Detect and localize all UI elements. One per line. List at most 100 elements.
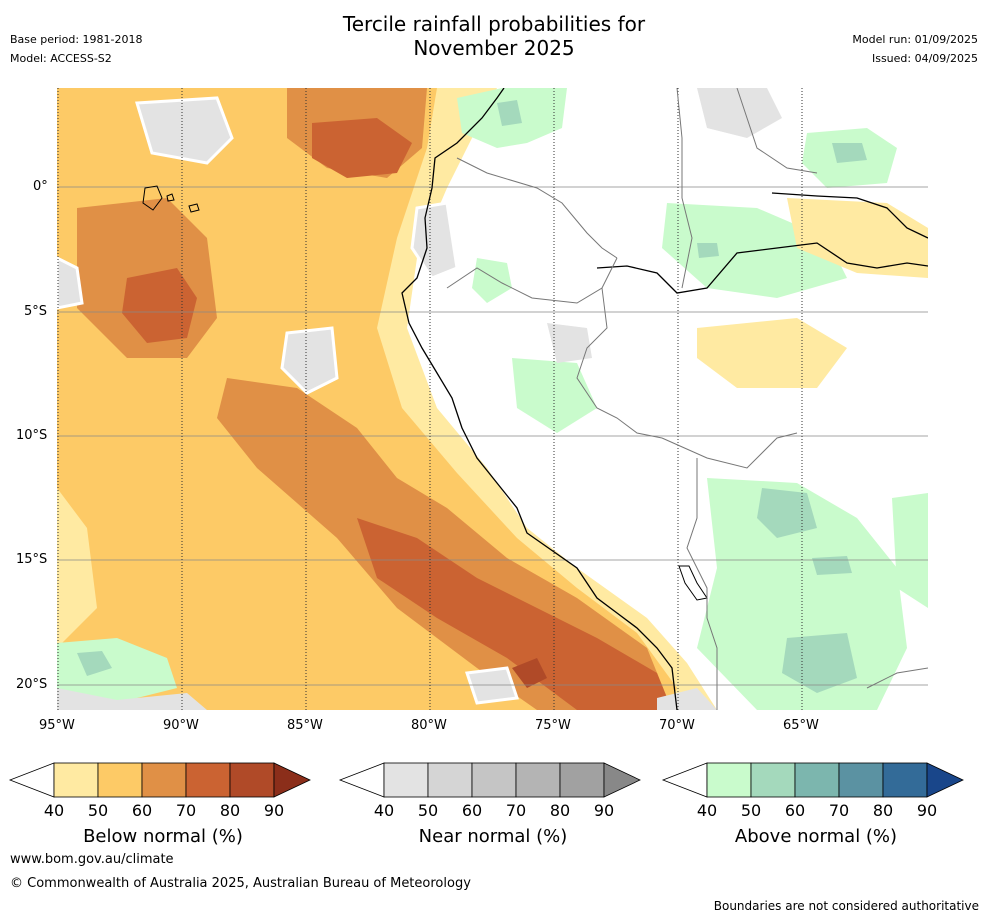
colorbar-segment <box>229 762 275 798</box>
colorbar-tick-label: 50 <box>417 801 439 820</box>
below-normal-80-region-coast <box>357 518 672 710</box>
below-normal-60-region <box>57 88 677 710</box>
colorbar-tick-label: 40 <box>696 801 718 820</box>
legend-near-label: Near normal (%) <box>418 826 568 847</box>
colorbar-extend-low <box>338 762 385 798</box>
galapagos-islands <box>142 185 200 213</box>
colorbar-below-normal <box>8 762 311 798</box>
colorbar-above-normal <box>661 762 964 798</box>
above-normal-southwest-60 <box>77 651 112 676</box>
legend-below-label: Below normal (%) <box>83 826 243 847</box>
near-normal-north-land <box>697 88 782 138</box>
above-normal-southeast-60b <box>782 633 857 693</box>
title-line-1: Tercile rainfall probabilities for <box>342 12 646 36</box>
colorbar-tick-label: 80 <box>549 801 571 820</box>
colorbar-segment <box>185 762 231 798</box>
footer-disclaimer: Boundaries are not considered authoritat… <box>713 899 979 913</box>
footer-copyright: © Commonwealth of Australia 2025, Austra… <box>10 876 471 891</box>
colorbar-segment <box>383 762 429 798</box>
probability-map <box>57 88 928 710</box>
lon-label-70w: 70°W <box>659 718 695 733</box>
footer-url: www.bom.gov.au/climate <box>10 852 174 867</box>
colorbar-below-ticks: 40 50 60 70 80 90 <box>0 801 988 821</box>
above-normal-central-60 <box>697 243 719 258</box>
near-normal-peru <box>547 323 592 363</box>
colorbar-segment <box>141 762 187 798</box>
lon-label-75w: 75°W <box>535 718 571 733</box>
colorbar-segment <box>882 762 928 798</box>
colorbar-segment <box>706 762 752 798</box>
colorbars <box>8 762 964 798</box>
colorbar-segment <box>427 762 473 798</box>
colorbar-extend-low <box>661 762 708 798</box>
near-normal-patch-2 <box>280 326 339 395</box>
below-normal-90-spot <box>512 658 547 688</box>
lon-label-85w: 85°W <box>287 718 323 733</box>
above-normal-east-edge <box>892 493 928 608</box>
amazon-river <box>596 242 928 294</box>
colorbar-tick-label: 90 <box>916 801 938 820</box>
colorbar-near-ticks: 40 50 60 70 80 90 <box>0 801 988 821</box>
gridlines <box>57 186 928 686</box>
model-name: Model: ACCESS-S2 <box>10 52 112 65</box>
colorbar-tick-label: 80 <box>872 801 894 820</box>
map-title: Tercile rainfall probabilities for Novem… <box>0 12 988 60</box>
colorbar-extend-high <box>926 762 964 798</box>
lon-label-95w: 95°W <box>39 718 75 733</box>
colorbar-tick-label: 40 <box>373 801 395 820</box>
coastline <box>401 88 678 710</box>
lat-label-0: 0° <box>33 179 48 194</box>
colorbar-segment <box>794 762 840 798</box>
colorbar-above-ticks: 40 50 60 70 80 90 <box>0 801 988 821</box>
colorbar-extend-low <box>8 762 55 798</box>
near-normal-patch-1 <box>135 96 234 165</box>
colorbar-tick-label: 60 <box>461 801 483 820</box>
lon-label-65w: 65°W <box>783 718 819 733</box>
country-borders <box>446 88 928 710</box>
model-run: Model run: 01/09/2025 <box>852 33 978 46</box>
colorbar-segment <box>515 762 561 798</box>
legend-above-label: Above normal (%) <box>734 826 898 847</box>
lon-label-90w: 90°W <box>163 718 199 733</box>
colorbar-segment <box>471 762 517 798</box>
issued-date: Issued: 04/09/2025 <box>871 52 978 65</box>
northern-river <box>771 192 928 239</box>
below-normal-east-2 <box>697 318 847 388</box>
colorbar-segment <box>559 762 605 798</box>
colorbar-tick-label: 40 <box>43 801 65 820</box>
below-normal-east <box>787 198 928 278</box>
colorbar-tick-label: 70 <box>828 801 850 820</box>
near-normal-south <box>57 688 207 710</box>
colorbar-tick-label: 90 <box>263 801 285 820</box>
colorbar-extend-high <box>273 762 311 798</box>
above-normal-southeast-60c <box>812 556 852 575</box>
near-normal-patch-5 <box>464 666 520 705</box>
colorbar-tick-label: 90 <box>593 801 615 820</box>
above-normal-northeast-60 <box>832 143 867 163</box>
colorbar-tick-label: 60 <box>784 801 806 820</box>
colorbar-segment <box>750 762 796 798</box>
title-line-2: November 2025 <box>413 36 575 60</box>
colorbar-tick-label: 60 <box>131 801 153 820</box>
colorbar-segment <box>53 762 99 798</box>
colorbar-tick-label: 50 <box>87 801 109 820</box>
lat-label-20s: 20°S <box>16 677 48 692</box>
lat-label-10s: 10°S <box>16 428 48 443</box>
lat-label-15s: 15°S <box>16 552 48 567</box>
colorbar-segment <box>838 762 884 798</box>
above-normal-north-coast-60 <box>497 100 522 126</box>
above-normal-ecuador <box>472 258 512 303</box>
above-normal-southeast <box>697 478 907 710</box>
above-normal-southeast-60a <box>757 488 817 538</box>
near-normal-patch-3 <box>57 256 84 310</box>
colorbar-tick-label: 50 <box>740 801 762 820</box>
colorbar-tick-label: 80 <box>219 801 241 820</box>
base-period: Base period: 1981-2018 <box>10 33 143 46</box>
colorbar-tick-label: 70 <box>505 801 527 820</box>
near-normal-south-land <box>657 688 717 710</box>
colorbar-near-normal <box>338 762 641 798</box>
lon-label-80w: 80°W <box>411 718 447 733</box>
lat-label-5s: 5°S <box>24 304 48 319</box>
above-normal-peru <box>512 358 597 433</box>
colorbar-tick-label: 70 <box>175 801 197 820</box>
